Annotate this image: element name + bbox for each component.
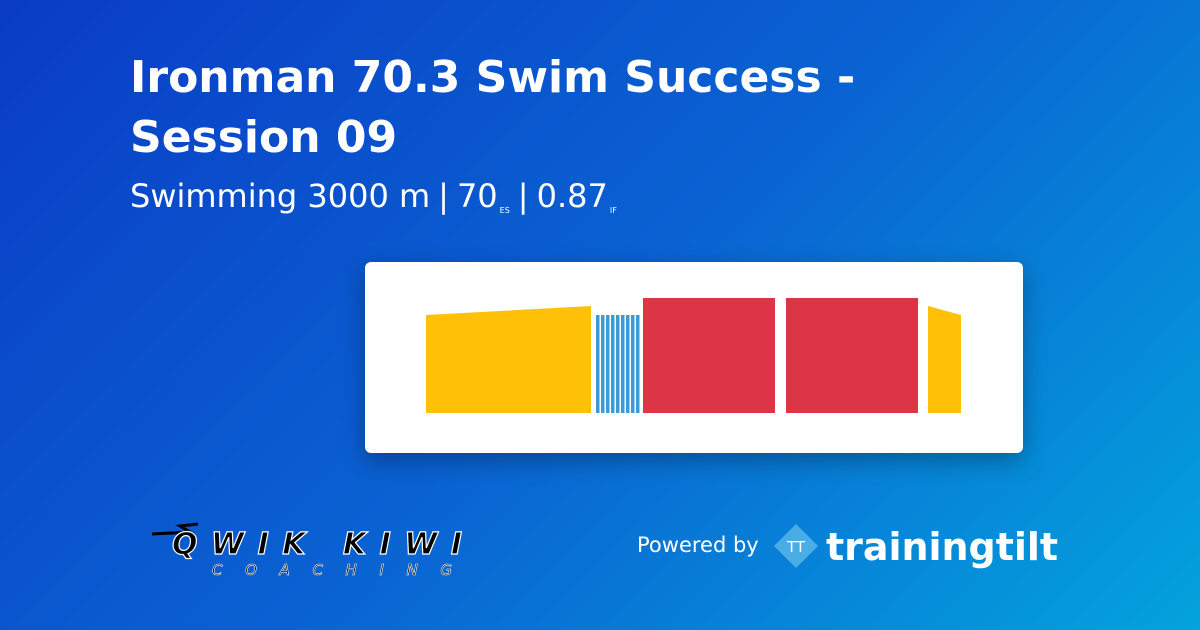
warmup-block [426,306,591,413]
brand-icon-shape [774,524,818,568]
main-set-block [786,298,918,413]
score: 70 [456,177,498,215]
score-unit: ES [499,206,510,215]
separator: | [517,177,529,215]
brand-name: trainingtilt [826,525,1058,569]
cooldown-block [928,306,961,413]
coach-tagline: COACHING [212,561,452,579]
coach-name: QWIK KIWI [172,527,462,562]
drill-block [596,315,640,413]
brand-icon-text: TT [786,538,806,556]
intensity: 0.87 [536,177,608,215]
workout-title: Ironman 70.3 Swim Success - Session 09 [130,52,856,163]
brand-logo: TT trainingtilt [774,524,1058,569]
workout-summary: Swimming 3000 m | 70 ES | 0.87 IF [130,174,617,233]
workout-graph [426,298,961,413]
workout-graph-card [365,262,1023,453]
coach-logo: QWIK KIWI COACHING [151,522,463,579]
separator: | [438,177,449,215]
powered-by: Powered by [637,533,759,557]
intensity-unit: IF [609,206,617,215]
main-set-block [643,298,775,413]
sport-distance: Swimming 3000 m [130,177,431,215]
